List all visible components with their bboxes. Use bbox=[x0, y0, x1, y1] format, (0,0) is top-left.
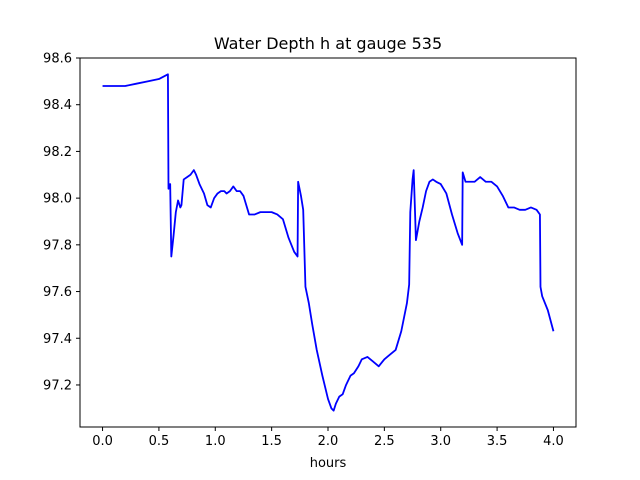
axes-frame bbox=[79, 57, 577, 428]
x-tick-label: 1.0 bbox=[205, 434, 226, 449]
y-tick-label: 97.8 bbox=[43, 238, 72, 253]
y-tick-label: 98.4 bbox=[43, 98, 72, 113]
y-tick-label: 97.4 bbox=[43, 332, 72, 347]
y-tick-label: 98.6 bbox=[43, 52, 72, 67]
y-tick-label: 98.0 bbox=[43, 192, 72, 207]
x-tick-label: 2.0 bbox=[318, 434, 339, 449]
y-axis: 97.2 97.4 97.6 97.8 98.0 98.2 98.4 98.6 bbox=[43, 52, 80, 393]
x-tick-label: 0.0 bbox=[92, 434, 113, 449]
x-axis: 0.0 0.5 1.0 1.5 2.0 2.5 3.0 3.5 4.0 bbox=[92, 427, 564, 449]
x-tick-label: 0.5 bbox=[149, 434, 170, 449]
y-tick-label: 98.2 bbox=[43, 145, 72, 160]
x-tick-label: 3.0 bbox=[430, 434, 451, 449]
x-tick-label: 1.5 bbox=[261, 434, 282, 449]
x-axis-label: hours bbox=[310, 456, 347, 471]
plot-area bbox=[79, 57, 577, 428]
y-tick-label: 97.6 bbox=[43, 285, 72, 300]
x-tick-label: 2.5 bbox=[374, 434, 395, 449]
x-tick-label: 3.5 bbox=[487, 434, 508, 449]
y-tick-label: 97.2 bbox=[43, 378, 72, 393]
chart-title: Water Depth h at gauge 535 bbox=[214, 34, 442, 53]
x-tick-label: 4.0 bbox=[543, 434, 564, 449]
series-line-water-depth bbox=[102, 73, 555, 412]
